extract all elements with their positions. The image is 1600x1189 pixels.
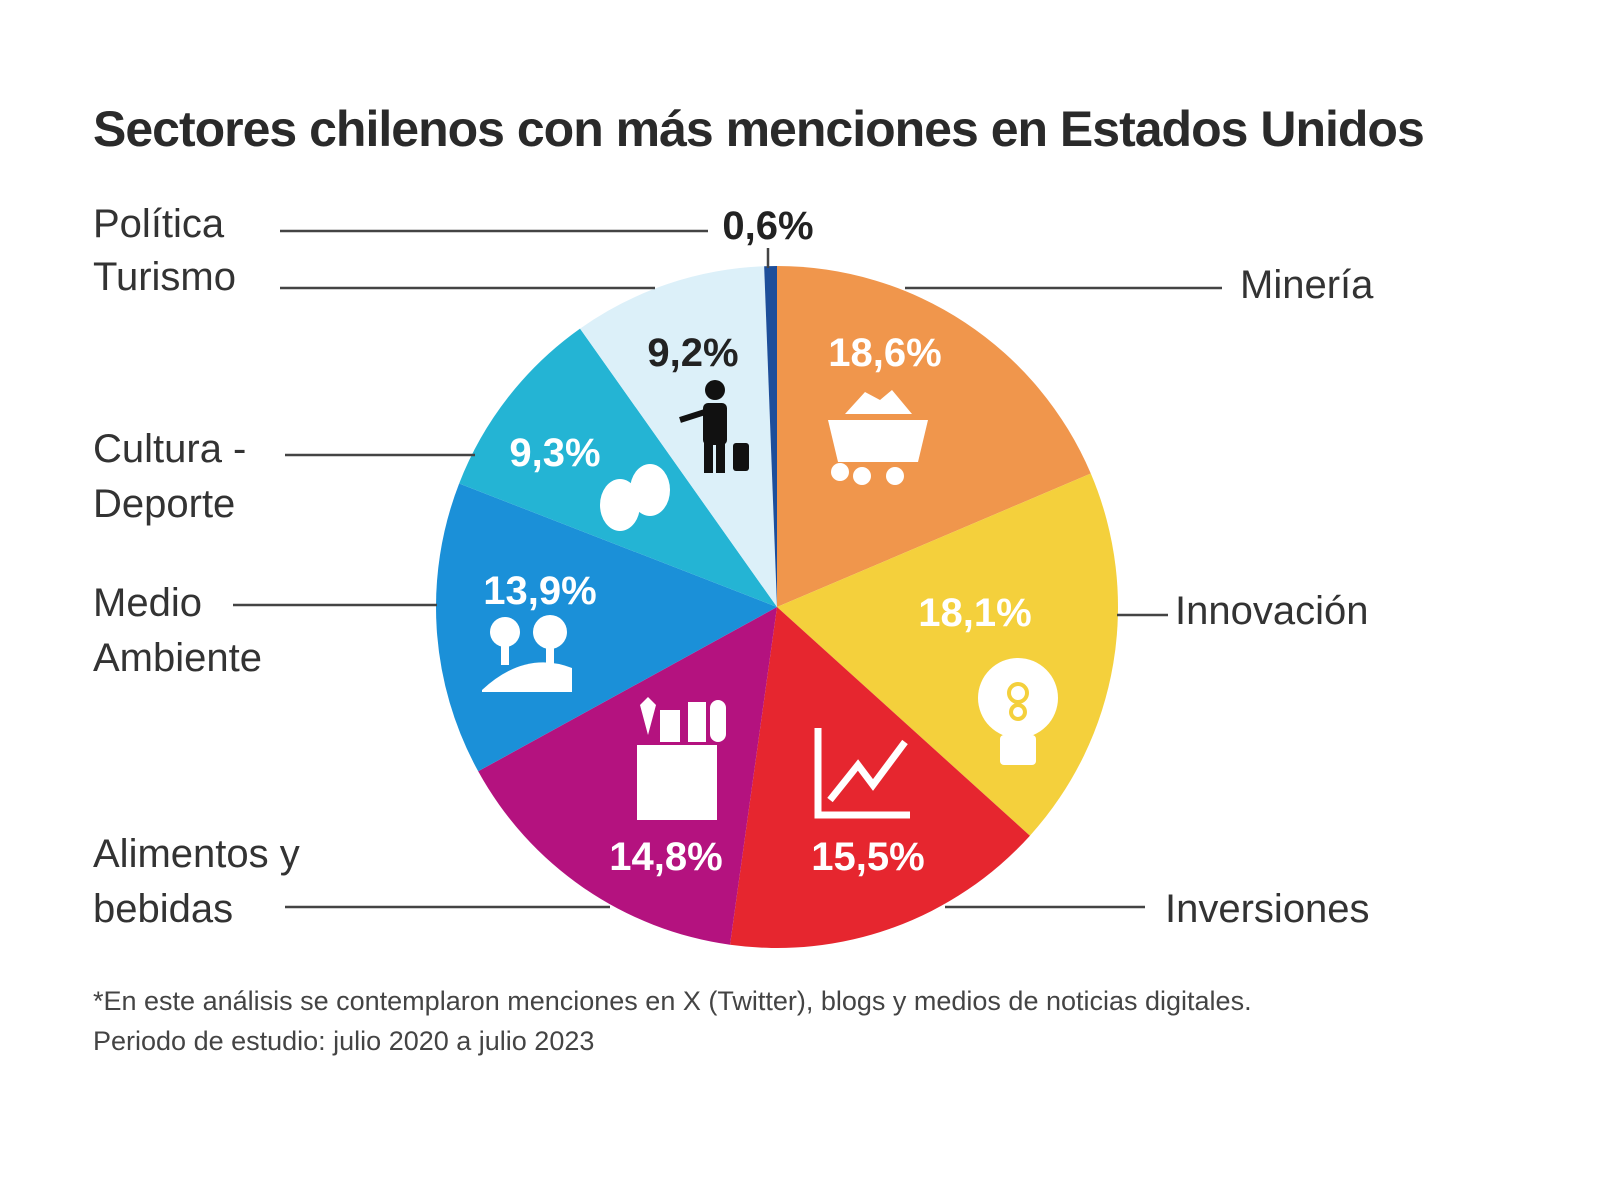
slice-percent-label: 18,6% bbox=[828, 331, 941, 375]
legend-label-alimentos: Alimentos y bebidas bbox=[93, 832, 300, 931]
footnote-line-1: *En este análisis se contemplaron mencio… bbox=[93, 986, 1252, 1016]
pie-slice-cultura-deporte bbox=[459, 328, 777, 607]
pie-slice-medio-ambiente bbox=[435, 483, 777, 772]
traveler-icon bbox=[679, 380, 749, 473]
slice-percent-label: 14,8% bbox=[609, 835, 722, 879]
slice-percent-label: 13,9% bbox=[483, 569, 596, 613]
lightbulb-icon bbox=[978, 658, 1058, 765]
grocery-bag-icon bbox=[637, 697, 726, 820]
pie-slice-alimentos-y-bebidas bbox=[478, 607, 777, 945]
slice-percent-label: 18,1% bbox=[918, 591, 1031, 635]
theater-masks-icon bbox=[600, 464, 670, 531]
slice-percent-label: 15,5% bbox=[811, 835, 924, 879]
legend-label-cultura: Cultura - Deporte bbox=[93, 427, 247, 526]
slice-percent-label: 9,3% bbox=[509, 431, 600, 475]
legend-label-inversiones: Inversiones bbox=[1165, 887, 1370, 931]
legend-label-medio: Medio Ambiente bbox=[93, 581, 262, 680]
pie-slice-turismo bbox=[580, 266, 777, 607]
pie-slice-minería bbox=[777, 266, 1091, 607]
mine-cart-icon bbox=[828, 390, 928, 485]
legend-label-politica: Política bbox=[93, 202, 225, 246]
trees-icon bbox=[482, 615, 572, 692]
slice-percent-label: 0,6% bbox=[722, 204, 813, 248]
pie-slice-política bbox=[764, 266, 777, 607]
chart-title: Sectores chilenos con más menciones en E… bbox=[93, 101, 1425, 157]
slice-percent-label: 9,2% bbox=[647, 331, 738, 375]
legend-label-mineria: Minería bbox=[1240, 263, 1374, 307]
growth-chart-icon bbox=[814, 728, 910, 819]
legend-label-innovacion: Innovación bbox=[1175, 589, 1369, 633]
footnote-line-2: Periodo de estudio: julio 2020 a julio 2… bbox=[93, 1026, 595, 1056]
legend-label-turismo: Turismo bbox=[93, 255, 236, 299]
